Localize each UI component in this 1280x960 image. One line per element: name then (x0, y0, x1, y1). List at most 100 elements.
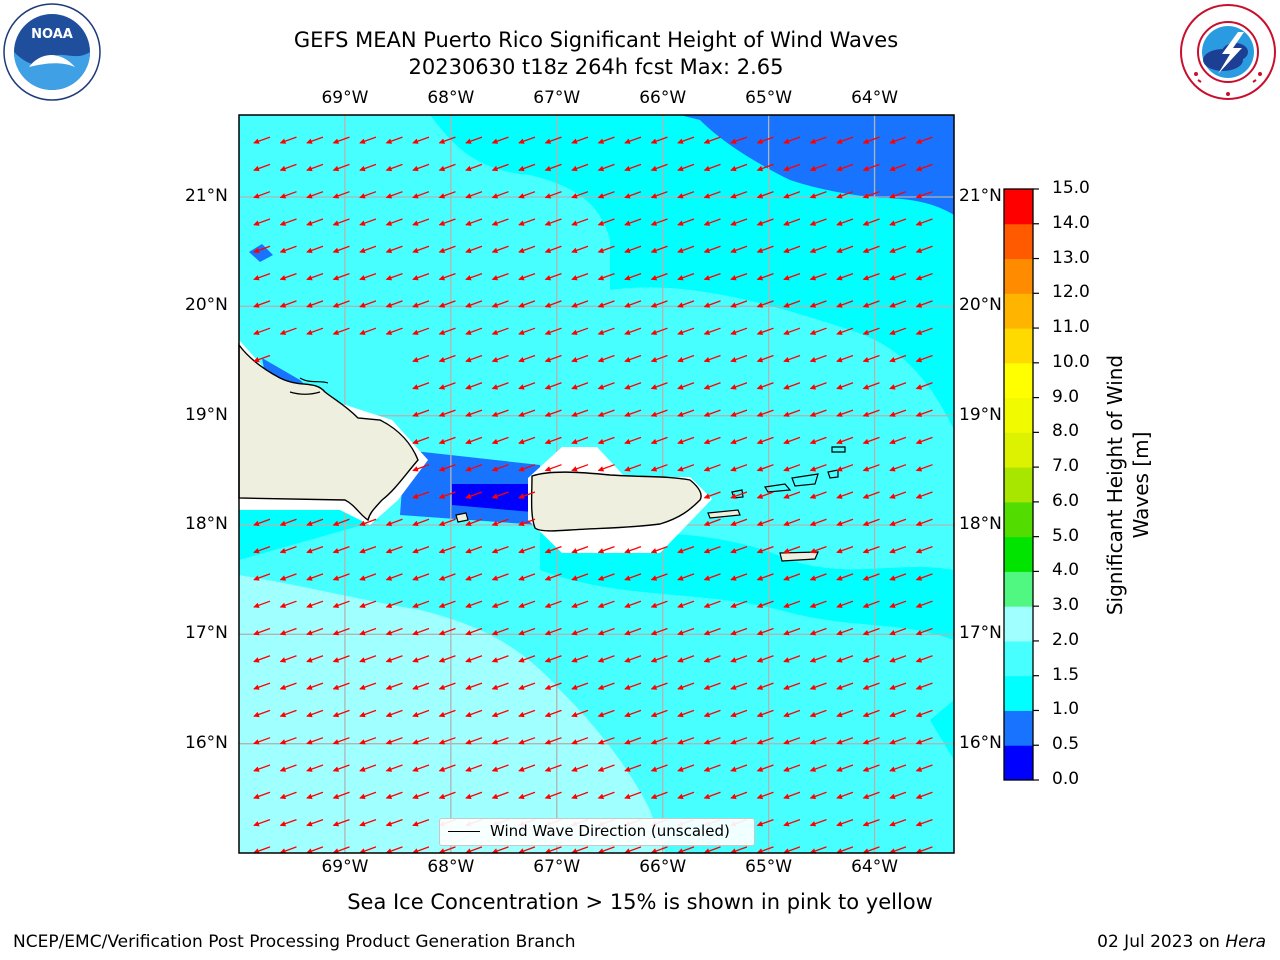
wave-arrow-head (836, 657, 843, 663)
wave-arrow-head (862, 438, 870, 445)
wave-arrow-head (306, 766, 313, 772)
wave-arrow-head (306, 548, 313, 554)
wave-arrow-head (809, 711, 817, 718)
wave-arrow-head (544, 275, 552, 281)
wave-arrow-head (915, 411, 923, 417)
wave-arrow-head (253, 247, 260, 254)
wave-arrow-head (518, 247, 525, 254)
colorbar-tick-label: 4.0 (1052, 560, 1080, 581)
wave-arrow-head (783, 711, 790, 718)
wave-arrow-head (571, 766, 578, 772)
wave-arrow-head (783, 275, 790, 281)
wave-arrow-head (438, 138, 446, 144)
lon-label-top: 67°W (533, 88, 581, 108)
wave-arrow-head (756, 138, 764, 144)
wave-arrow-head (385, 247, 393, 254)
wave-arrow-head (756, 520, 764, 527)
wave-arrow-head (862, 466, 870, 472)
wave-arrow-head (862, 520, 870, 527)
lat-label-left: 18°N (185, 514, 228, 534)
wave-arrow-head (279, 247, 287, 254)
wave-arrow-head (438, 302, 446, 308)
lon-label-bottom: 67°W (533, 857, 581, 877)
wave-arrow-head (677, 739, 684, 745)
wave-arrow-head (465, 356, 472, 363)
chart-title: GEFS MEAN Puerto Rico Significant Height… (293, 28, 899, 52)
wave-arrow-head (650, 548, 658, 554)
wave-arrow-head (279, 793, 287, 800)
colorbar-bin (1004, 362, 1033, 399)
wave-arrow-head (862, 411, 870, 417)
wave-arrow-head (915, 629, 923, 636)
wave-arrow-head (465, 411, 472, 417)
wave-arrow-head (412, 520, 419, 527)
wave-arrow-head (412, 575, 419, 581)
wave-arrow-head (571, 275, 578, 281)
wave-arrow-head (412, 657, 419, 663)
wave-arrow-head (624, 684, 631, 690)
wave-arrow-head (809, 602, 817, 608)
wave-arrow-head (491, 466, 499, 472)
wave-arrow-head (889, 711, 896, 718)
wave-arrow-head (253, 684, 260, 690)
wave-arrow-head (253, 548, 260, 554)
wave-arrow-head (889, 602, 896, 608)
wave-arrow-head (306, 739, 313, 745)
wave-arrow-head (624, 711, 631, 718)
wave-arrow-head (915, 711, 923, 718)
colorbar-bin (1004, 189, 1033, 225)
lat-label-left: 17°N (185, 623, 228, 644)
wave-arrow-head (783, 466, 790, 472)
wave-arrow-head (571, 356, 578, 363)
wave-arrow-head (703, 302, 711, 308)
wave-arrow-head (730, 329, 737, 335)
wave-arrow-head (624, 548, 631, 554)
wave-arrow-head (756, 165, 764, 172)
wave-arrow-head (438, 684, 446, 690)
colorbar-bin (1004, 675, 1033, 711)
wave-arrow-head (412, 821, 419, 827)
wave-arrow-head (836, 356, 843, 363)
colorbar-bin (1004, 293, 1033, 329)
wave-arrow-head (915, 438, 923, 445)
wave-arrow-head (518, 302, 525, 308)
wave-arrow-head (783, 356, 790, 363)
wave-arrow-head (597, 356, 605, 363)
wave-arrow-head (306, 575, 313, 581)
wave-arrow-head (915, 575, 923, 581)
wave-arrow-head (915, 493, 923, 499)
wave-arrow-head (624, 438, 631, 445)
colorbar-bin (1004, 710, 1033, 746)
wave-arrow-head (385, 165, 393, 172)
wave-arrow-head (332, 766, 340, 772)
wave-arrow-head (438, 575, 446, 581)
wave-arrow-head (438, 766, 446, 772)
wave-arrow-head (571, 329, 578, 335)
wave-arrow-head (438, 548, 446, 554)
wave-arrow-head (756, 329, 764, 335)
wave-arrow-head (491, 220, 499, 226)
wave-arrow-head (332, 548, 340, 554)
wave-arrow-head (332, 193, 340, 199)
wave-arrow-head (385, 739, 393, 745)
wave-arrow-head (465, 739, 472, 745)
wave-arrow-head (703, 520, 711, 527)
wave-arrow-head (491, 138, 499, 144)
wave-arrow-head (756, 684, 764, 690)
wave-arrow-head (889, 548, 896, 554)
colorbar-bin (1004, 640, 1033, 677)
wave-arrow-head (359, 821, 366, 827)
wave-arrow-head (597, 193, 605, 199)
wave-arrow-head (491, 165, 499, 172)
wave-arrow-head (703, 329, 711, 335)
wave-arrow-head (597, 329, 605, 335)
wave-arrow-head (438, 629, 446, 636)
wave-arrow-head (915, 602, 923, 608)
wave-arrow-head (915, 138, 923, 144)
colorbar-tick-label: 1.5 (1052, 664, 1080, 685)
wave-arrow-head (756, 711, 764, 718)
wave-arrow-head (624, 220, 631, 226)
wave-arrow-head (438, 793, 446, 800)
wave-arrow-head (915, 684, 923, 690)
wave-arrow-head (359, 220, 366, 226)
